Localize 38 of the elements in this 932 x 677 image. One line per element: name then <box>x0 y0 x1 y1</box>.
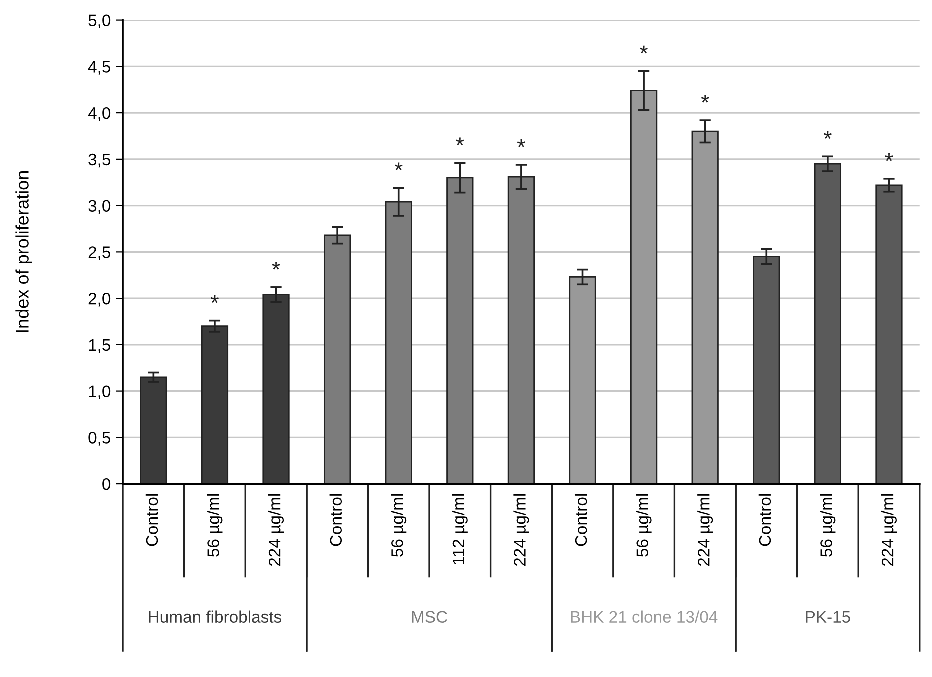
y-tick-label: 1,5 <box>89 340 111 354</box>
x-tick-label: 224 µg/ml <box>698 494 714 566</box>
y-tick-label: 4,0 <box>88 107 111 122</box>
y-tick-label: 1,0 <box>89 386 111 400</box>
x-tick-label: Control <box>758 494 772 546</box>
x-tick-label: 112 µg/ml <box>452 494 468 564</box>
data-label: * <box>701 95 710 103</box>
x-tick-label: 56 µg/ml <box>820 494 836 557</box>
y-tick-label: 5,0 <box>88 14 111 28</box>
x-tick-label: 56 µg/ml <box>207 494 223 557</box>
x-tick-label: Control <box>330 494 342 546</box>
y-tick-label: 3,0 <box>88 200 111 214</box>
text: MSC <box>412 611 448 624</box>
data-label: * <box>211 295 219 304</box>
x-tick-label: 56 µg/ml <box>636 494 652 557</box>
y-tick-label: 0,5 <box>88 432 111 446</box>
x-tick-label: 224 µg/ml <box>514 494 530 566</box>
y-tick-label: 2,0 <box>88 292 111 307</box>
data-label: * <box>640 46 648 54</box>
text: BHK 21 clone 13/04 <box>571 610 718 624</box>
y-tick-label: 3,5 <box>88 154 111 168</box>
text: Human fibroblasts <box>149 610 282 624</box>
data-label: * <box>394 162 403 171</box>
data-label: * <box>824 131 832 139</box>
y-tick-label: 4,5 <box>88 61 111 75</box>
data-label: * <box>517 140 526 148</box>
x-tick-label: 224 µg/ml <box>268 494 284 566</box>
x-tick-label: Control <box>146 494 158 546</box>
y-tick-label: 2,5 <box>88 246 111 260</box>
x-tick-label: 224 µg/ml <box>881 494 898 566</box>
x-tick-label: 56 µg/ml <box>391 494 407 557</box>
text: PK-15 <box>806 611 850 624</box>
x-tick-label: Control <box>574 494 588 546</box>
y-tick-label: 0 <box>102 478 111 490</box>
data-label: * <box>272 262 280 270</box>
data-label: * <box>885 153 894 162</box>
data-label: * <box>456 138 464 146</box>
y-axis-title: Index of proliferation <box>16 172 32 332</box>
